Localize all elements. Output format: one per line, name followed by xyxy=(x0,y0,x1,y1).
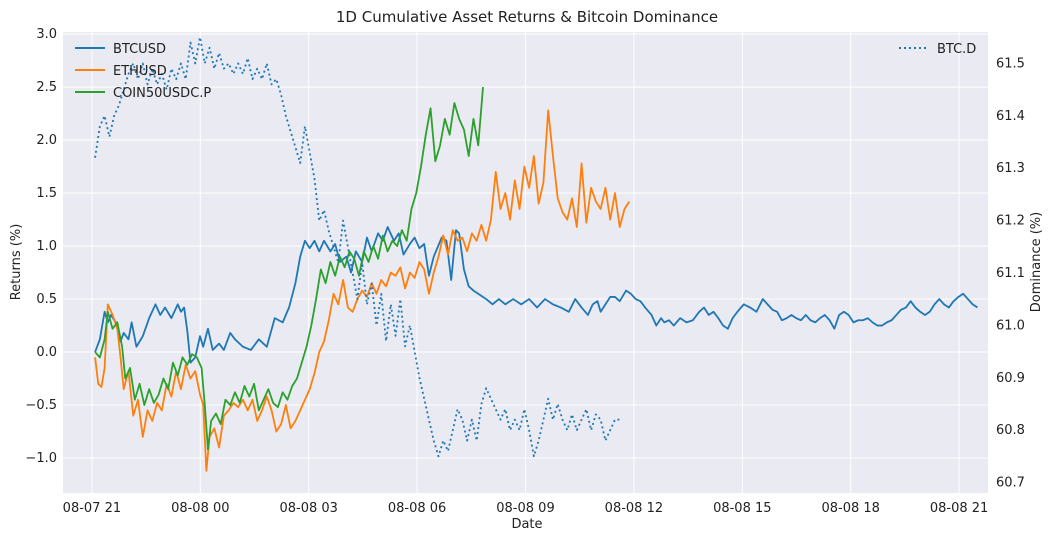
y2-tick-label: 61.3 xyxy=(996,161,1025,176)
x-tick-labels: 08-07 21 08-08 00 08-08 03 08-08 06 08-08 09… xyxy=(63,501,989,516)
y-tick-labels: −1.0 −0.5 0.0 0.5 1.0 1.5 2.0 2.5 3.0 xyxy=(25,27,57,466)
y2-tick-label: 61.2 xyxy=(996,214,1025,229)
x-tick-label: 08-08 00 xyxy=(171,501,229,516)
y2-tick-label: 61.0 xyxy=(996,318,1025,333)
chart-title: 1D Cumulative Asset Returns & Bitcoin Do… xyxy=(336,8,718,26)
series-line-coin50usdc-p xyxy=(94,87,484,451)
legend-label-btc-d: BTC.D xyxy=(937,42,976,57)
series-line-btcusd xyxy=(94,226,978,364)
y2-axis-label: Dominance (%) xyxy=(1029,212,1044,312)
legend-label-coin50usdc-p: COIN50USDC.P xyxy=(113,86,211,101)
y-tick-label: 1.5 xyxy=(36,186,57,201)
grid xyxy=(63,32,988,493)
x-tick-label: 08-08 06 xyxy=(388,501,446,516)
x-tick-label: 08-08 18 xyxy=(821,501,879,516)
y-tick-label: −0.5 xyxy=(25,398,57,413)
x-tick-label: 08-07 21 xyxy=(63,501,121,516)
y2-tick-label: 61.5 xyxy=(996,56,1025,71)
y2-tick-label: 60.8 xyxy=(996,423,1025,438)
y-tick-label: 2.0 xyxy=(36,133,57,148)
x-tick-label: 08-08 15 xyxy=(713,501,771,516)
legend-label-btcusd: BTCUSD xyxy=(113,42,166,57)
series-line-btc-d xyxy=(94,36,620,458)
y2-tick-label: 61.4 xyxy=(996,109,1025,124)
x-tick-label: 08-08 09 xyxy=(496,501,554,516)
x-tick-label: 08-08 21 xyxy=(930,501,988,516)
x-axis-label: Date xyxy=(511,517,542,532)
y2-tick-label: 61.1 xyxy=(996,266,1025,281)
y-tick-label: 0.5 xyxy=(36,292,57,307)
y2-tick-labels: 60.7 60.8 60.9 61.0 61.1 61.2 61.3 61.4 61.5 xyxy=(996,56,1025,490)
y-axis-label: Returns (%) xyxy=(9,224,24,301)
legend-label-ethusd: ETHUSD xyxy=(113,64,167,79)
y-tick-label: 0.0 xyxy=(36,345,57,360)
series-lines xyxy=(94,36,978,472)
legend-left: BTCUSD ETHUSD COIN50USDC.P xyxy=(75,42,211,101)
y-tick-label: 1.0 xyxy=(36,239,57,254)
y-tick-label: 3.0 xyxy=(36,27,57,42)
y-tick-label: −1.0 xyxy=(25,451,57,466)
legend-right: BTC.D xyxy=(899,42,976,57)
y-tick-label: 2.5 xyxy=(36,80,57,95)
y2-tick-label: 60.7 xyxy=(996,476,1025,491)
x-tick-label: 08-08 12 xyxy=(605,501,663,516)
x-tick-label: 08-08 03 xyxy=(279,501,337,516)
y2-tick-label: 60.9 xyxy=(996,371,1025,386)
